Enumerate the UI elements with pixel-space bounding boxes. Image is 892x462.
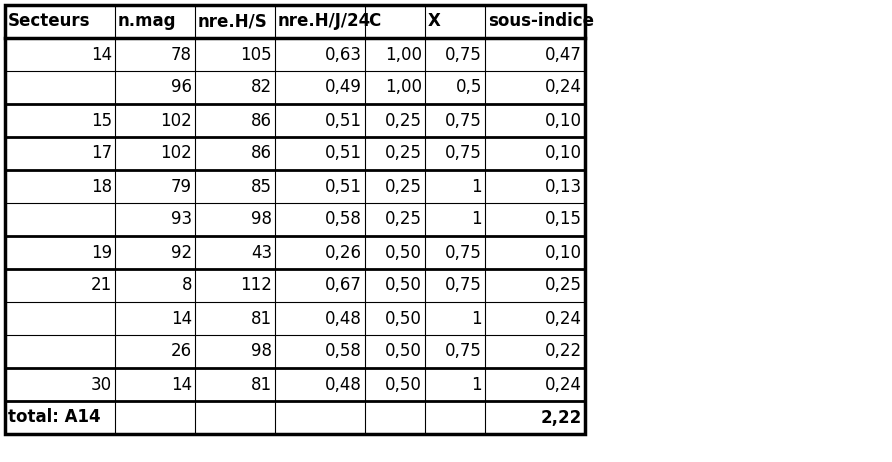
Bar — [5, 5, 585, 434]
Text: 81: 81 — [251, 376, 272, 394]
Text: 0,48: 0,48 — [325, 376, 362, 394]
Text: 0,24: 0,24 — [545, 376, 582, 394]
Text: 0,26: 0,26 — [325, 243, 362, 261]
Text: 30: 30 — [91, 376, 112, 394]
Text: 102: 102 — [161, 145, 192, 163]
Text: 105: 105 — [240, 45, 272, 63]
Text: 92: 92 — [171, 243, 192, 261]
Text: 0,63: 0,63 — [325, 45, 362, 63]
Text: 0,50: 0,50 — [385, 310, 422, 328]
Text: 1,00: 1,00 — [385, 45, 422, 63]
Text: 85: 85 — [251, 177, 272, 195]
Text: 0,25: 0,25 — [385, 111, 422, 129]
Text: 18: 18 — [91, 177, 112, 195]
Text: 15: 15 — [91, 111, 112, 129]
Text: n.mag: n.mag — [118, 12, 177, 30]
Text: 14: 14 — [171, 376, 192, 394]
Text: 0,58: 0,58 — [325, 211, 362, 229]
Text: 0,50: 0,50 — [385, 376, 422, 394]
Text: 0,25: 0,25 — [545, 276, 582, 294]
Text: 0,47: 0,47 — [545, 45, 582, 63]
Text: C: C — [368, 12, 380, 30]
Text: 0,25: 0,25 — [385, 211, 422, 229]
Text: nre.H/J/24: nre.H/J/24 — [278, 12, 371, 30]
Text: 1: 1 — [471, 177, 482, 195]
Text: 112: 112 — [240, 276, 272, 294]
Text: 98: 98 — [251, 342, 272, 360]
Text: 0,49: 0,49 — [325, 79, 362, 97]
Text: 1,00: 1,00 — [385, 79, 422, 97]
Text: sous-indice: sous-indice — [488, 12, 594, 30]
Text: 17: 17 — [91, 145, 112, 163]
Text: total: A14: total: A14 — [8, 408, 101, 426]
Text: 0,5: 0,5 — [456, 79, 482, 97]
Text: 0,50: 0,50 — [385, 342, 422, 360]
Text: 2,22: 2,22 — [541, 408, 582, 426]
Text: 0,50: 0,50 — [385, 276, 422, 294]
Text: 0,75: 0,75 — [445, 276, 482, 294]
Text: 1: 1 — [471, 376, 482, 394]
Text: 0,75: 0,75 — [445, 243, 482, 261]
Text: 0,67: 0,67 — [325, 276, 362, 294]
Text: Secteurs: Secteurs — [8, 12, 90, 30]
Text: 98: 98 — [251, 211, 272, 229]
Text: 43: 43 — [251, 243, 272, 261]
Text: 14: 14 — [91, 45, 112, 63]
Text: 0,10: 0,10 — [545, 111, 582, 129]
Text: 19: 19 — [91, 243, 112, 261]
Text: 0,25: 0,25 — [385, 145, 422, 163]
Text: 93: 93 — [171, 211, 192, 229]
Text: 86: 86 — [251, 111, 272, 129]
Text: 0,10: 0,10 — [545, 145, 582, 163]
Text: 79: 79 — [171, 177, 192, 195]
Text: 78: 78 — [171, 45, 192, 63]
Text: 0,51: 0,51 — [325, 177, 362, 195]
Text: 0,13: 0,13 — [545, 177, 582, 195]
Text: 14: 14 — [171, 310, 192, 328]
Text: 102: 102 — [161, 111, 192, 129]
Text: 0,25: 0,25 — [385, 177, 422, 195]
Text: 0,24: 0,24 — [545, 310, 582, 328]
Text: X: X — [428, 12, 441, 30]
Text: 0,48: 0,48 — [325, 310, 362, 328]
Text: 1: 1 — [471, 310, 482, 328]
Text: 86: 86 — [251, 145, 272, 163]
Text: 0,51: 0,51 — [325, 145, 362, 163]
Text: 0,15: 0,15 — [545, 211, 582, 229]
Text: 96: 96 — [171, 79, 192, 97]
Text: 8: 8 — [181, 276, 192, 294]
Text: 82: 82 — [251, 79, 272, 97]
Text: 0,51: 0,51 — [325, 111, 362, 129]
Text: 81: 81 — [251, 310, 272, 328]
Text: 0,50: 0,50 — [385, 243, 422, 261]
Text: 0,75: 0,75 — [445, 111, 482, 129]
Text: 0,75: 0,75 — [445, 45, 482, 63]
Text: 0,22: 0,22 — [545, 342, 582, 360]
Text: 0,75: 0,75 — [445, 145, 482, 163]
Text: 26: 26 — [171, 342, 192, 360]
Text: nre.H/S: nre.H/S — [198, 12, 268, 30]
Text: 21: 21 — [91, 276, 112, 294]
Text: 1: 1 — [471, 211, 482, 229]
Text: 0,58: 0,58 — [325, 342, 362, 360]
Text: 0,24: 0,24 — [545, 79, 582, 97]
Text: 0,10: 0,10 — [545, 243, 582, 261]
Text: 0,75: 0,75 — [445, 342, 482, 360]
